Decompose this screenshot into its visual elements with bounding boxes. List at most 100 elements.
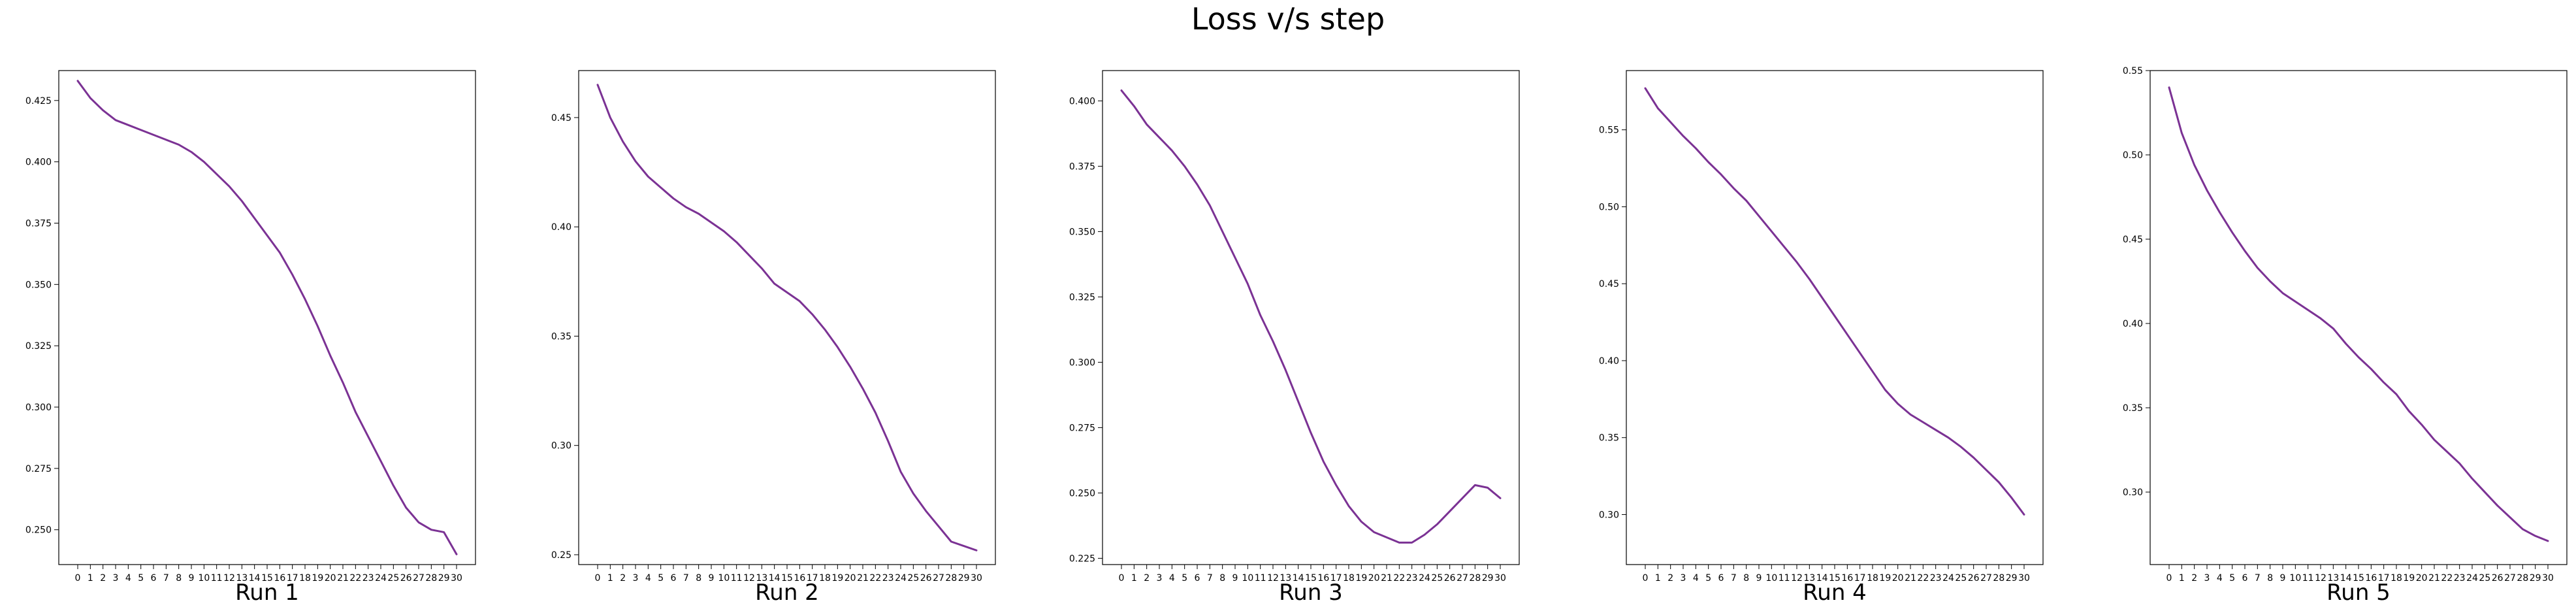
y-tick-label: 0.225 bbox=[1069, 553, 1095, 564]
y-tick-label: 0.40 bbox=[551, 222, 572, 233]
x-tick-label: 6 bbox=[2242, 573, 2248, 584]
x-tick-label: 9 bbox=[709, 573, 715, 584]
x-tick-label: 3 bbox=[1681, 573, 1686, 584]
x-tick-label: 1 bbox=[607, 573, 613, 584]
x-tick-label: 2 bbox=[620, 573, 626, 584]
x-tick-label: 3 bbox=[633, 573, 639, 584]
x-tick-label: 26 bbox=[920, 573, 932, 584]
x-tick-label: 12 bbox=[2315, 573, 2326, 584]
x-tick-label: 14 bbox=[2340, 573, 2352, 584]
x-tick-label: 21 bbox=[337, 573, 349, 584]
x-tick-label: 9 bbox=[189, 573, 195, 584]
x-tick-label: 30 bbox=[1494, 573, 1506, 584]
y-tick-label: 0.45 bbox=[2123, 235, 2143, 245]
x-tick-label: 21 bbox=[1905, 573, 1916, 584]
x-tick-label: 20 bbox=[2416, 573, 2428, 584]
x-tick-label: 15 bbox=[2353, 573, 2364, 584]
x-tick-label: 0 bbox=[595, 573, 601, 584]
x-tick-label: 6 bbox=[671, 573, 677, 584]
y-tick-label: 0.30 bbox=[551, 441, 572, 452]
x-tick-label: 22 bbox=[2441, 573, 2453, 584]
x-tick-label: 7 bbox=[163, 573, 169, 584]
x-tick-label: 13 bbox=[236, 573, 248, 584]
x-tick-label: 29 bbox=[1482, 573, 1494, 584]
x-tick-label: 6 bbox=[1195, 573, 1200, 584]
subplot-run-4: 0.300.350.400.450.500.550 1 2 3 4 5 6 7 8 9 10 11 12… bbox=[1599, 70, 2044, 606]
x-tick-label: 12 bbox=[1791, 573, 1803, 584]
y-tick-label: 0.350 bbox=[25, 280, 52, 290]
y-tick-label: 0.50 bbox=[2123, 150, 2143, 161]
x-tick-label: 25 bbox=[2479, 573, 2490, 584]
x-tick-label: 28 bbox=[425, 573, 437, 584]
x-tick-label: 0 bbox=[1119, 573, 1125, 584]
y-tick-label: 0.300 bbox=[25, 403, 52, 413]
x-tick-label: 25 bbox=[387, 573, 399, 584]
x-tick-label: 9 bbox=[1232, 573, 1238, 584]
x-tick-label: 20 bbox=[1892, 573, 1904, 584]
y-tick-label: 0.325 bbox=[25, 341, 52, 352]
x-tick-label: 5 bbox=[658, 573, 664, 584]
y-tick-label: 0.35 bbox=[551, 331, 572, 342]
axes-frame bbox=[578, 70, 996, 565]
y-tick-label: 0.375 bbox=[1069, 161, 1095, 172]
x-tick-label: 27 bbox=[1457, 573, 1468, 584]
x-tick-label: 18 bbox=[299, 573, 311, 584]
subplot-title: Run 4 bbox=[1803, 580, 1867, 606]
x-tick-label: 8 bbox=[1743, 573, 1749, 584]
x-tick-label: 10 bbox=[198, 573, 210, 584]
loss-series-line bbox=[596, 84, 978, 551]
y-tick-label: 0.55 bbox=[1599, 125, 1619, 136]
x-tick-label: 26 bbox=[1444, 573, 1456, 584]
x-tick-label: 4 bbox=[1693, 573, 1699, 584]
x-tick-label: 1 bbox=[1131, 573, 1137, 584]
x-tick-label: 27 bbox=[2504, 573, 2516, 584]
y-tick-label: 0.275 bbox=[25, 464, 52, 474]
x-tick-label: 11 bbox=[2302, 573, 2314, 584]
y-tick-label: 0.50 bbox=[1599, 202, 1619, 212]
x-tick-label: 16 bbox=[274, 573, 285, 584]
x-tick-label: 29 bbox=[2006, 573, 2018, 584]
x-tick-label: 1 bbox=[88, 573, 93, 584]
y-tick-label: 0.425 bbox=[25, 96, 52, 107]
x-tick-label: 2 bbox=[1667, 573, 1673, 584]
x-tick-label: 24 bbox=[1942, 573, 1954, 584]
y-tick-label: 0.350 bbox=[1069, 227, 1095, 237]
x-tick-label: 30 bbox=[451, 573, 462, 584]
x-tick-label: 14 bbox=[1816, 573, 1828, 584]
x-tick-label: 23 bbox=[1406, 573, 1418, 584]
x-tick-label: 22 bbox=[1393, 573, 1405, 584]
y-tick-label: 0.250 bbox=[25, 525, 52, 536]
y-tick-label: 0.375 bbox=[25, 218, 52, 229]
x-tick-label: 24 bbox=[2466, 573, 2478, 584]
x-tick-label: 13 bbox=[2327, 573, 2339, 584]
y-tick-label: 0.400 bbox=[25, 157, 52, 168]
x-tick-label: 24 bbox=[375, 573, 387, 584]
x-tick-label: 22 bbox=[869, 573, 881, 584]
x-tick-label: 28 bbox=[1993, 573, 2004, 584]
x-tick-label: 27 bbox=[1980, 573, 1992, 584]
x-tick-label: 18 bbox=[819, 573, 831, 584]
x-tick-label: 7 bbox=[683, 573, 689, 584]
x-tick-label: 15 bbox=[1305, 573, 1317, 584]
x-tick-label: 9 bbox=[2280, 573, 2286, 584]
x-tick-label: 4 bbox=[125, 573, 131, 584]
x-tick-label: 18 bbox=[1867, 573, 1878, 584]
x-tick-label: 29 bbox=[958, 573, 970, 584]
subplot-title: Run 3 bbox=[1279, 580, 1343, 606]
subplots: 0.2500.2750.3000.3250.3500.3750.4000.425… bbox=[25, 66, 2568, 606]
x-tick-label: 23 bbox=[2454, 573, 2466, 584]
x-tick-label: 2 bbox=[100, 573, 106, 584]
x-tick-label: 10 bbox=[1765, 573, 1777, 584]
x-tick-label: 1 bbox=[1655, 573, 1661, 584]
x-tick-label: 14 bbox=[249, 573, 261, 584]
y-tick-label: 0.40 bbox=[2123, 319, 2143, 329]
y-tick-label: 0.40 bbox=[1599, 356, 1619, 367]
x-tick-label: 27 bbox=[933, 573, 944, 584]
y-tick-label: 0.275 bbox=[1069, 423, 1095, 433]
y-tick-label: 0.30 bbox=[2123, 487, 2143, 498]
subplot-run-2: 0.250.300.350.400.450 1 2 3 4 5 6 7 8 9 10 11 12 13 14… bbox=[551, 70, 996, 606]
subplot-run-3: 0.225 0.250 0.275 0.300 0.325 0.350 0.375 0.400… bbox=[1069, 70, 1520, 606]
x-tick-label: 4 bbox=[1169, 573, 1175, 584]
y-tick-label: 0.300 bbox=[1069, 357, 1095, 368]
x-tick-label: 25 bbox=[1431, 573, 1443, 584]
